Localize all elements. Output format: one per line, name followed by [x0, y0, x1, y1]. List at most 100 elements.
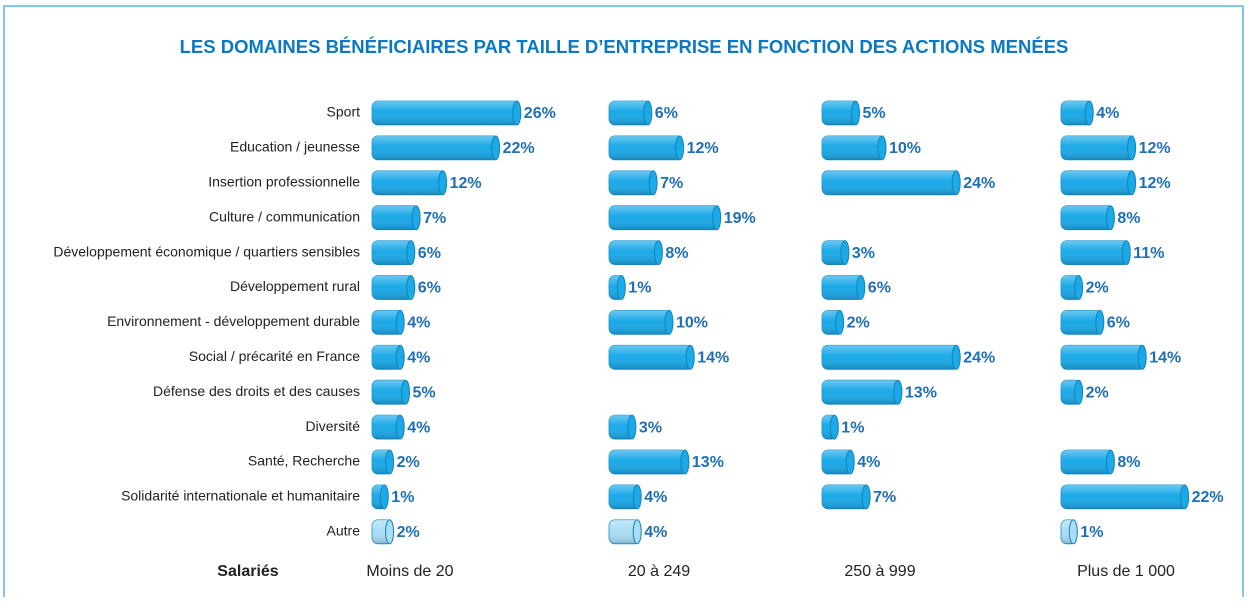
bar-cap	[835, 309, 845, 335]
value-label: 7%	[423, 210, 446, 227]
bar-shade	[1061, 450, 1114, 474]
value-label: 1%	[391, 489, 414, 506]
series-label: 250 à 999	[844, 563, 915, 580]
bar-shade	[822, 135, 885, 160]
value-label: 2%	[1086, 384, 1109, 401]
bar-shade	[1061, 170, 1135, 195]
category-label: Culture / communication	[209, 208, 360, 224]
bar-cap	[851, 100, 860, 126]
value-label: 4%	[407, 315, 430, 332]
bar-shade	[609, 240, 662, 265]
bar-shade	[372, 275, 414, 300]
value-label: 6%	[418, 280, 441, 297]
value-label: 1%	[628, 280, 651, 297]
bar-shade	[1061, 101, 1093, 125]
category-label: Education / jeunesse	[230, 139, 360, 155]
bar-cap	[643, 100, 653, 126]
bar-cap	[512, 100, 522, 126]
bar-cap	[395, 414, 405, 440]
bar-shade	[372, 101, 520, 125]
value-label: 4%	[1096, 105, 1119, 122]
frame	[3, 5, 1244, 597]
value-label: 8%	[1117, 454, 1140, 471]
bar-cap	[1127, 170, 1137, 196]
value-label: 1%	[1080, 524, 1103, 541]
bar-cap	[680, 449, 690, 475]
bar-cap	[829, 414, 839, 440]
bar-shade	[609, 519, 641, 544]
bar-shade	[822, 380, 901, 405]
value-label: 6%	[418, 245, 441, 262]
value-label: 12%	[687, 140, 719, 157]
bar-shade	[822, 275, 864, 300]
category-label: Environnement - développement durable	[107, 313, 360, 329]
value-label: 22%	[1192, 489, 1224, 506]
bar-cap	[1084, 100, 1094, 126]
bar-shade	[372, 310, 404, 335]
bar-shade	[609, 310, 672, 335]
series-label: Plus de 1 000	[1077, 563, 1175, 580]
value-label: 24%	[963, 350, 995, 367]
value-label: 10%	[676, 315, 708, 332]
bar-shade	[372, 170, 446, 195]
value-label: 13%	[692, 454, 724, 471]
bar-cap	[616, 275, 626, 300]
bar-cap	[411, 205, 421, 231]
bar-shade	[1061, 345, 1146, 370]
bar-cap	[385, 449, 395, 475]
bar-cap	[845, 449, 855, 475]
value-label: 2%	[397, 524, 420, 541]
value-label: 5%	[863, 105, 886, 122]
value-label: 14%	[697, 350, 729, 367]
category-label: Développement économique / quartiers sen…	[53, 243, 360, 259]
value-label: 10%	[889, 140, 921, 157]
category-label: Sport	[327, 104, 361, 120]
series-label: 20 à 249	[628, 563, 690, 580]
value-label: 8%	[1117, 210, 1140, 227]
bar-shade	[1061, 310, 1103, 335]
value-label: 4%	[857, 454, 880, 471]
bar-cap	[401, 379, 410, 405]
bar-shade	[609, 170, 657, 195]
series-label: Moins de 20	[366, 563, 453, 580]
bar-shade	[822, 170, 960, 195]
category-label: Santé, Recherche	[248, 453, 360, 469]
bar-cap	[840, 240, 850, 266]
bar-cap	[1068, 519, 1078, 545]
bar-cap	[712, 205, 722, 231]
bar-shade	[1061, 135, 1135, 160]
value-label: 5%	[413, 384, 436, 401]
bar-shade	[822, 345, 960, 370]
bar-shade	[609, 101, 651, 125]
bar-shade	[372, 135, 499, 160]
value-label: 12%	[450, 175, 482, 192]
bar-cap	[1180, 484, 1190, 510]
bar-cap	[1121, 240, 1131, 266]
bar-shade	[822, 450, 854, 474]
bar-cap	[385, 519, 395, 545]
bar-cap	[951, 344, 961, 370]
bar-cap	[653, 240, 663, 266]
category-label: Défense des droits et des causes	[153, 383, 360, 399]
bar-shade	[822, 101, 859, 125]
bar-shade	[609, 484, 641, 509]
bar-cap	[675, 135, 685, 161]
category-label: Insertion professionnelle	[208, 174, 360, 190]
bar-shade	[372, 380, 409, 405]
category-label: Diversité	[306, 418, 361, 434]
bar-cap	[685, 344, 695, 370]
value-label: 8%	[665, 245, 688, 262]
bar-cap	[951, 170, 961, 196]
value-label: 7%	[873, 489, 896, 506]
value-label: 6%	[868, 280, 891, 297]
value-label: 22%	[503, 140, 535, 157]
category-label: Social / précarité en France	[189, 348, 360, 364]
bar-cap	[1074, 379, 1084, 405]
bar-cap	[648, 170, 658, 196]
bar-cap	[632, 484, 642, 510]
bar-shade	[1061, 240, 1130, 265]
group-label: Salariés	[217, 563, 278, 580]
value-label: 12%	[1139, 140, 1171, 157]
bar-shade	[609, 135, 683, 160]
